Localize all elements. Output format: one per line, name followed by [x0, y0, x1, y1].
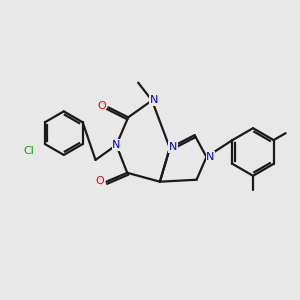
- Text: O: O: [97, 101, 106, 111]
- Text: N: N: [169, 142, 177, 152]
- Text: Cl: Cl: [23, 146, 34, 156]
- Text: N: N: [150, 95, 158, 106]
- Text: O: O: [95, 176, 104, 186]
- Text: N: N: [206, 152, 214, 162]
- Text: N: N: [112, 140, 121, 150]
